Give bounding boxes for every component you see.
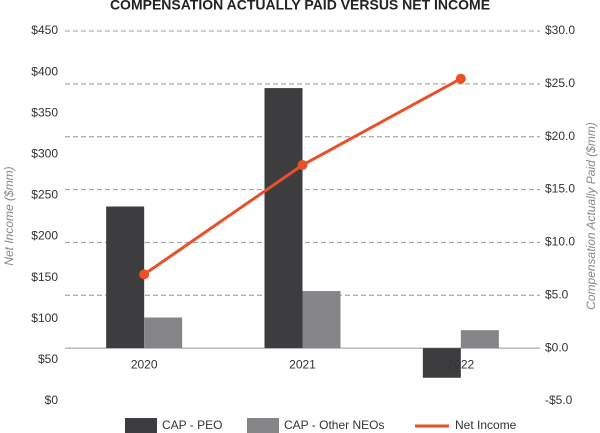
line-point	[297, 160, 308, 171]
y-tick-label: $50	[38, 352, 58, 366]
y-axis-label: Net Income ($mm)	[2, 166, 16, 265]
y2-tick-label: $10.0	[545, 235, 575, 249]
y-tick-label: $100	[31, 311, 58, 325]
y2-tick-label: $25.0	[545, 76, 575, 90]
y-tick-label: $300	[31, 147, 58, 161]
bar	[106, 206, 145, 349]
line-point	[455, 73, 466, 84]
bar	[422, 348, 461, 378]
y-tick-label: $350	[31, 105, 58, 119]
bar	[144, 317, 183, 349]
legend-label: Net Income	[455, 418, 517, 432]
line-point	[139, 269, 150, 280]
y-tick-label: $250	[31, 188, 58, 202]
legend-label: CAP - Other NEOs	[284, 418, 384, 432]
y2-tick-label: $5.0	[545, 287, 569, 301]
y2-tick-label: $30.0	[545, 23, 575, 37]
bar	[264, 88, 303, 349]
legend-label: CAP - PEO	[162, 418, 222, 432]
x-tick-label: 2020	[131, 357, 158, 371]
y-tick-label: $450	[31, 23, 58, 37]
x-tick-label: 2021	[289, 357, 316, 371]
y2-tick-label: $15.0	[545, 182, 575, 196]
y2-tick-label: -$5.0	[545, 393, 573, 407]
chart-title: COMPENSATION ACTUALLY PAID VERSUS NET IN…	[110, 0, 490, 13]
bar	[460, 330, 499, 349]
y-tick-label: $0	[45, 393, 59, 407]
bar	[302, 291, 341, 349]
y2-axis-label: Compensation Actually Paid ($mm)	[584, 122, 598, 310]
legend-swatch	[125, 418, 157, 433]
y-tick-label: $150	[31, 270, 58, 284]
y-tick-label: $200	[31, 229, 58, 243]
y2-tick-label: $20.0	[545, 129, 575, 143]
legend-swatch	[247, 418, 279, 433]
x-tick-label: 2022	[447, 357, 474, 371]
y-tick-label: $400	[31, 64, 58, 78]
y2-tick-label: $0.0	[545, 340, 569, 354]
